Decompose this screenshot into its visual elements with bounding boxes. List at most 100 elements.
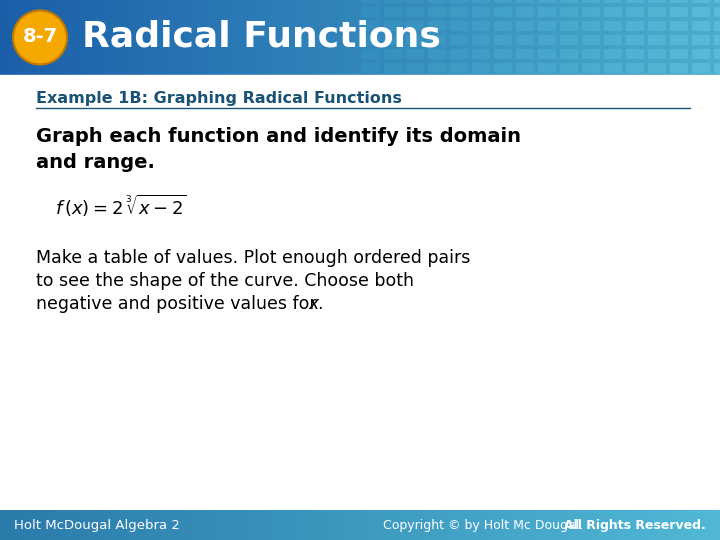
Bar: [260, 510, 261, 540]
Bar: [361, 510, 362, 540]
Bar: [29, 510, 30, 540]
Bar: [512, 0, 513, 75]
Bar: [662, 0, 663, 75]
Bar: [94, 510, 95, 540]
Bar: [276, 0, 277, 75]
Bar: [707, 510, 708, 540]
Bar: [311, 0, 312, 75]
Bar: [392, 510, 393, 540]
Bar: [294, 0, 295, 75]
FancyBboxPatch shape: [494, 0, 512, 3]
Bar: [476, 510, 477, 540]
Bar: [234, 0, 235, 75]
Bar: [144, 0, 145, 75]
Bar: [508, 0, 509, 75]
Bar: [332, 0, 333, 75]
Bar: [33, 0, 34, 75]
Bar: [413, 510, 414, 540]
Bar: [686, 510, 687, 540]
Bar: [45, 0, 46, 75]
Circle shape: [13, 10, 67, 64]
Bar: [490, 0, 491, 75]
Bar: [325, 0, 326, 75]
Bar: [177, 510, 178, 540]
Bar: [402, 510, 403, 540]
Bar: [11, 0, 12, 75]
Bar: [322, 510, 323, 540]
FancyBboxPatch shape: [428, 35, 446, 45]
FancyBboxPatch shape: [714, 63, 720, 73]
Bar: [616, 0, 617, 75]
Bar: [569, 0, 570, 75]
Bar: [436, 510, 437, 540]
Bar: [703, 0, 704, 75]
Bar: [159, 0, 160, 75]
Bar: [586, 0, 587, 75]
Bar: [360, 510, 361, 540]
Bar: [711, 510, 712, 540]
Bar: [357, 0, 358, 75]
Bar: [509, 510, 510, 540]
Bar: [222, 510, 223, 540]
FancyBboxPatch shape: [714, 35, 720, 45]
Bar: [257, 510, 258, 540]
Bar: [164, 510, 165, 540]
Bar: [412, 510, 413, 540]
Bar: [461, 0, 462, 75]
FancyBboxPatch shape: [428, 49, 446, 59]
Bar: [150, 0, 151, 75]
Bar: [198, 0, 199, 75]
Bar: [266, 510, 267, 540]
Bar: [187, 510, 188, 540]
Bar: [597, 0, 598, 75]
Bar: [428, 510, 429, 540]
Bar: [202, 0, 203, 75]
Bar: [82, 0, 83, 75]
Bar: [626, 0, 627, 75]
Bar: [320, 0, 321, 75]
Bar: [244, 0, 245, 75]
Bar: [601, 0, 602, 75]
Bar: [380, 510, 381, 540]
Bar: [272, 510, 273, 540]
Bar: [713, 0, 714, 75]
Bar: [345, 510, 346, 540]
Bar: [336, 510, 337, 540]
Bar: [359, 0, 360, 75]
Bar: [465, 0, 466, 75]
Bar: [233, 510, 234, 540]
Bar: [355, 0, 356, 75]
Bar: [179, 0, 180, 75]
Bar: [44, 510, 45, 540]
Bar: [203, 0, 204, 75]
FancyBboxPatch shape: [604, 0, 622, 3]
Bar: [696, 510, 697, 540]
Bar: [89, 0, 90, 75]
Bar: [35, 0, 36, 75]
Bar: [180, 510, 181, 540]
Bar: [116, 0, 117, 75]
Bar: [396, 0, 397, 75]
FancyBboxPatch shape: [384, 21, 402, 31]
Bar: [80, 0, 81, 75]
Bar: [526, 510, 527, 540]
Bar: [13, 510, 14, 540]
Bar: [635, 510, 636, 540]
Bar: [612, 510, 613, 540]
Bar: [355, 510, 356, 540]
Bar: [471, 0, 472, 75]
Bar: [292, 0, 293, 75]
Bar: [576, 510, 577, 540]
Bar: [543, 510, 544, 540]
Bar: [599, 0, 600, 75]
FancyBboxPatch shape: [362, 35, 380, 45]
Bar: [513, 0, 514, 75]
Bar: [182, 510, 183, 540]
Bar: [538, 0, 539, 75]
FancyBboxPatch shape: [582, 7, 600, 17]
Bar: [76, 0, 77, 75]
Bar: [680, 0, 681, 75]
Bar: [108, 0, 109, 75]
Bar: [624, 510, 625, 540]
Bar: [618, 0, 619, 75]
